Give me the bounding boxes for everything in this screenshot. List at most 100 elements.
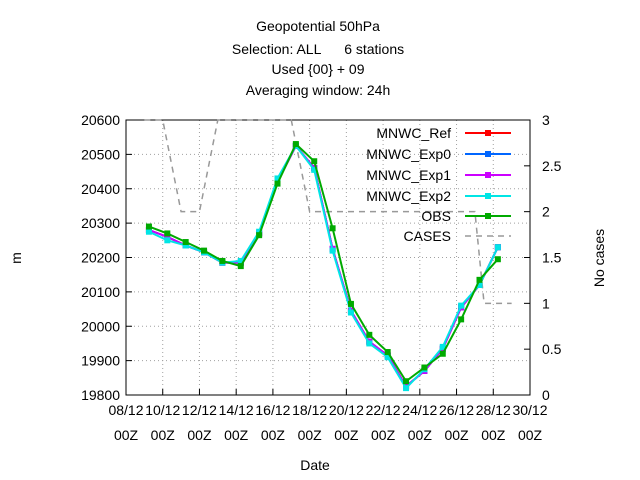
y-tick-label: 20600 — [81, 112, 120, 128]
data-point — [403, 378, 410, 385]
title-line-2: Selection: ALL 6 stations — [232, 41, 404, 57]
series-line — [148, 142, 499, 383]
x-tick-label-hour: 00Z — [518, 427, 543, 443]
data-point — [439, 343, 446, 350]
legend-item-mnwc-exp2: MNWC_Exp2 — [366, 188, 511, 204]
x-tick-label-date: 22/12 — [366, 402, 401, 418]
series-line — [144, 119, 512, 305]
series-cases — [144, 119, 512, 305]
y-tick-label: 20300 — [81, 215, 120, 231]
data-point — [347, 309, 354, 316]
chart-series — [144, 119, 512, 392]
legend-marker — [485, 193, 491, 199]
y2-tick-label: 1 — [542, 295, 550, 311]
x-tick-label-hour: 00Z — [298, 427, 323, 443]
x-tick-label-date: 28/12 — [476, 402, 511, 418]
x-tick-label-date: 12/12 — [182, 402, 217, 418]
x-tick-label-date: 08/12 — [108, 402, 143, 418]
y-tick-label: 20500 — [81, 146, 120, 162]
x-tick-label-hour: 00Z — [151, 427, 176, 443]
y2-axis-ticks: 0 0.5 1 1.5 2 2.5 3 — [524, 112, 562, 403]
x-tick-label-hour: 00Z — [187, 427, 212, 443]
x-tick-label-hour: 00Z — [408, 427, 433, 443]
x-tick-label-date: 16/12 — [255, 402, 290, 418]
legend-label: OBS — [421, 208, 451, 224]
y2-tick-label: 1.5 — [542, 250, 562, 266]
legend-label: MNWC_Exp2 — [366, 188, 451, 204]
data-point — [384, 354, 391, 361]
data-point — [201, 247, 208, 254]
y-tick-label: 19900 — [81, 353, 120, 369]
legend-label: CASES — [404, 228, 451, 244]
data-point — [311, 158, 318, 165]
x-tick-label-date: 24/12 — [402, 402, 437, 418]
title-line-1: Geopotential 50hPa — [256, 18, 380, 34]
legend-item-mnwc-exp0: MNWC_Exp0 — [366, 146, 511, 162]
legend-label: MNWC_Exp1 — [366, 167, 451, 183]
data-point — [329, 225, 336, 232]
data-point — [366, 331, 373, 338]
data-point — [292, 141, 299, 148]
data-point — [256, 232, 263, 239]
data-point — [145, 228, 152, 235]
x-tick-label-date: 30/12 — [512, 402, 547, 418]
x-tick-label-hour: 00Z — [371, 427, 396, 443]
y-tick-label: 20200 — [81, 250, 120, 266]
x-axis-label: Date — [300, 457, 330, 473]
x-tick-label-hour: 00Z — [444, 427, 469, 443]
x-tick-label-date: 18/12 — [292, 402, 327, 418]
x-tick-label-date: 26/12 — [439, 402, 474, 418]
legend-marker — [485, 213, 491, 219]
data-point — [164, 230, 171, 237]
y-axis-ticks: 19800 19900 20000 20100 20200 20300 20400 20500… — [81, 112, 132, 403]
data-point — [274, 180, 281, 187]
x-tick-label-hour: 00Z — [114, 427, 139, 443]
legend-marker — [485, 130, 491, 136]
data-point — [421, 364, 428, 371]
y-tick-label: 20400 — [81, 181, 120, 197]
data-point — [403, 385, 410, 392]
data-point — [439, 350, 446, 357]
data-point — [476, 276, 483, 283]
legend-item-mnwc-exp1: MNWC_Exp1 — [366, 167, 511, 183]
y-axis-label: m — [8, 252, 24, 264]
data-point — [347, 300, 354, 307]
x-tick-label-hour: 00Z — [224, 427, 249, 443]
data-point — [311, 166, 318, 173]
data-point — [494, 244, 501, 251]
y2-tick-label: 2.5 — [542, 158, 562, 174]
series-obs — [145, 141, 501, 385]
data-point — [458, 302, 465, 309]
title-line-4: Averaging window: 24h — [246, 82, 391, 98]
series-line — [148, 143, 499, 390]
x-tick-label-date: 10/12 — [145, 402, 180, 418]
legend-marker — [485, 172, 491, 178]
y2-tick-label: 0 — [542, 387, 550, 403]
chart-grid — [125, 119, 531, 396]
title-line-3: Used {00} + 09 — [271, 61, 364, 77]
data-point — [329, 247, 336, 254]
y-tick-label: 20000 — [81, 318, 120, 334]
data-point — [164, 237, 171, 244]
y2-tick-label: 0.5 — [542, 341, 562, 357]
chart-title: Geopotential 50hPa Selection: ALL 6 stat… — [232, 18, 404, 98]
data-point — [237, 263, 244, 270]
legend-marker — [485, 151, 491, 157]
x-axis-ticks: 08/12 00Z 10/12 00Z 12/12 00Z 14/12 00Z 16/12 00Z… — [108, 389, 548, 443]
data-point — [366, 340, 373, 347]
y2-tick-label: 3 — [542, 112, 550, 128]
data-point — [476, 282, 483, 288]
x-tick-label-date: 14/12 — [219, 402, 254, 418]
data-point — [182, 242, 189, 249]
y2-axis-label: No cases — [591, 229, 607, 287]
data-point — [237, 257, 244, 264]
data-point — [458, 316, 465, 323]
x-tick-label-hour: 00Z — [261, 427, 286, 443]
data-point — [145, 223, 152, 230]
y2-tick-label: 2 — [542, 204, 550, 220]
data-point — [219, 257, 226, 264]
legend-item-mnwc-ref: MNWC_Ref — [376, 125, 511, 141]
data-point — [164, 233, 171, 240]
data-point — [182, 239, 189, 246]
